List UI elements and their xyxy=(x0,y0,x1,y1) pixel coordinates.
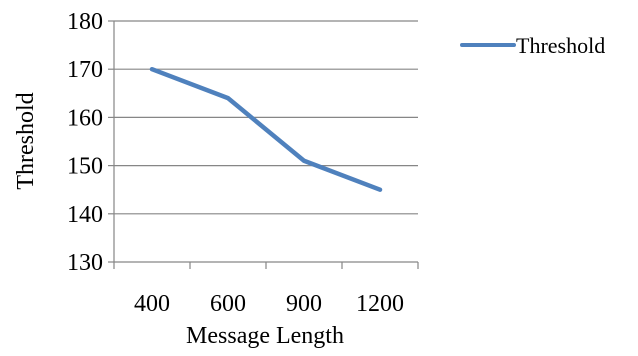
y-tick-labels: 130 140 150 160 170 180 xyxy=(67,9,103,276)
legend-label: Threshold xyxy=(516,33,605,58)
series-line-threshold xyxy=(149,66,383,192)
y-tick-label: 180 xyxy=(67,9,103,35)
x-tick-label: 900 xyxy=(286,291,322,317)
x-tick-labels: 400 600 900 1200 xyxy=(134,291,404,317)
y-tick-label: 140 xyxy=(67,202,103,228)
x-tick-label: 1200 xyxy=(356,291,404,317)
x-tick-label: 400 xyxy=(134,291,170,317)
gridlines xyxy=(114,20,418,215)
y-tick-label: 160 xyxy=(67,105,103,131)
series-lines xyxy=(149,66,383,192)
legend: Threshold xyxy=(460,33,605,58)
y-tick-label: 130 xyxy=(67,250,103,276)
y-axis-label: Threshold xyxy=(13,92,39,189)
y-tick-label: 170 xyxy=(67,57,103,83)
x-tick-label: 600 xyxy=(210,291,246,317)
axes xyxy=(108,20,419,269)
y-tick-label: 150 xyxy=(67,154,103,180)
x-axis-label: Message Length xyxy=(186,323,344,349)
